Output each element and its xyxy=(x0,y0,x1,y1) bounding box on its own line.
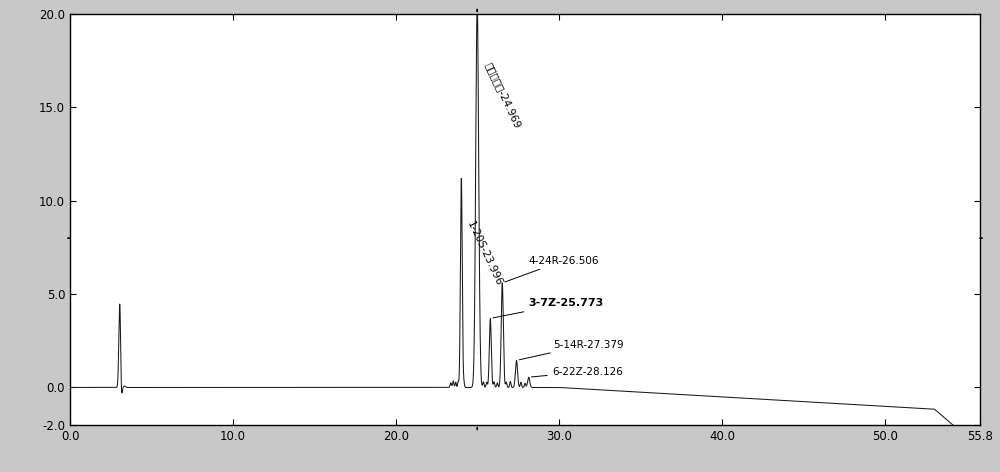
Text: 3-7Z-25.773: 3-7Z-25.773 xyxy=(493,298,604,318)
Text: 6-22Z-28.126: 6-22Z-28.126 xyxy=(531,367,624,377)
Text: 小儿麴化醉-24.969: 小儿麴化醉-24.969 xyxy=(483,61,523,130)
Text: 4-24R-26.506: 4-24R-26.506 xyxy=(505,255,599,282)
Text: 5-14R-27.379: 5-14R-27.379 xyxy=(519,339,623,360)
Text: 1-20S-23.996: 1-20S-23.996 xyxy=(465,219,504,287)
